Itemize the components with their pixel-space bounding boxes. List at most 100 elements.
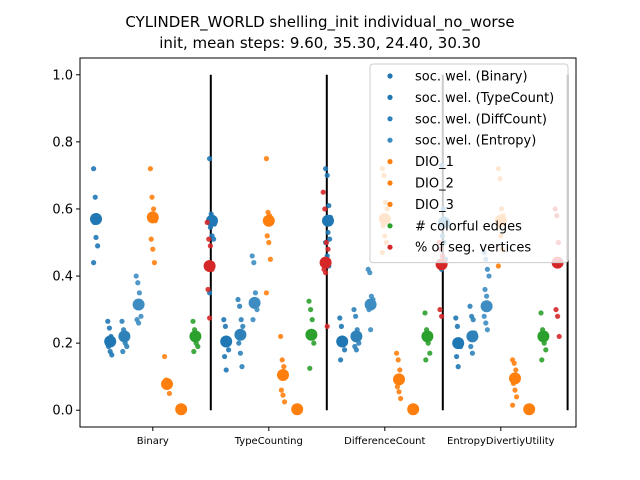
legend-entry-label: # colorful edges — [415, 219, 522, 234]
data-point — [308, 306, 314, 313]
data-point — [149, 194, 155, 200]
data-point — [106, 325, 112, 331]
legend-box — [369, 63, 569, 264]
data-point — [484, 327, 490, 333]
data-point — [543, 347, 549, 353]
x-tick-label: DifferenceCount — [344, 436, 425, 447]
data-point — [394, 384, 400, 390]
legend-entry-label: soc. wel. (DiffCount) — [415, 112, 547, 127]
data-point — [495, 263, 501, 269]
data-point — [323, 239, 329, 246]
mean-marker — [161, 378, 173, 391]
data-point — [92, 194, 98, 200]
legend-marker — [387, 223, 393, 229]
data-point — [509, 402, 516, 408]
data-point — [324, 172, 330, 179]
data-point — [237, 350, 243, 356]
data-point — [454, 353, 460, 360]
data-point — [351, 306, 357, 313]
axes-frame — [79, 57, 577, 428]
data-point — [512, 387, 518, 393]
data-point — [338, 323, 344, 329]
data-point — [207, 156, 213, 162]
data-point — [119, 318, 125, 324]
legend-entry-label: soc. wel. (Entropy) — [415, 134, 536, 149]
data-point — [221, 317, 227, 323]
data-point — [468, 343, 474, 350]
data-point — [337, 315, 343, 321]
data-point — [280, 392, 286, 398]
chart-title-line-1: CYLINDER_WORLD shelling_init individual_… — [125, 13, 514, 32]
legend-entry-label: DIO_1 — [415, 155, 454, 170]
mean-marker — [452, 337, 465, 350]
data-point — [279, 357, 285, 363]
y-tick-label: 0.8 — [52, 135, 73, 150]
data-point — [397, 367, 403, 373]
data-point — [338, 357, 344, 363]
data-point — [422, 310, 428, 316]
data-point — [166, 390, 172, 397]
data-point — [323, 270, 329, 276]
data-point — [204, 219, 210, 225]
data-point — [484, 266, 490, 272]
mean-marker — [90, 213, 102, 226]
data-point — [368, 327, 374, 333]
data-point — [120, 348, 126, 355]
data-point — [266, 239, 272, 246]
mean-marker — [319, 256, 332, 269]
data-point — [95, 243, 101, 249]
data-point — [439, 313, 445, 319]
data-point — [513, 367, 519, 373]
mean-marker — [350, 330, 363, 343]
legend-marker — [387, 137, 393, 143]
x-tick-label: EntropyDivertiyUtility — [447, 436, 555, 447]
data-point — [423, 357, 429, 363]
data-point — [394, 350, 400, 356]
data-point — [93, 234, 99, 241]
data-point — [325, 246, 331, 252]
legend-entry-label: DIO_3 — [415, 198, 454, 213]
y-tick-label: 0.2 — [52, 337, 73, 352]
data-point — [91, 260, 97, 266]
data-point — [138, 313, 144, 319]
data-point — [148, 236, 154, 242]
data-point — [486, 273, 492, 279]
data-point — [124, 343, 130, 350]
data-point — [240, 323, 246, 329]
legend-marker — [387, 159, 393, 165]
data-point — [437, 306, 443, 313]
data-point — [136, 290, 142, 296]
mean-marker — [291, 403, 304, 416]
legend-marker — [387, 244, 393, 250]
mean-marker — [248, 296, 261, 309]
data-point — [469, 350, 475, 356]
data-point — [150, 246, 156, 252]
x-tick-label: TypeCounting — [234, 436, 303, 447]
data-point — [396, 389, 402, 395]
data-point — [395, 357, 401, 363]
data-point — [327, 236, 333, 242]
data-point — [325, 229, 331, 236]
legend-marker — [387, 180, 393, 186]
data-point — [226, 347, 232, 353]
data-point — [483, 320, 489, 326]
x-tick-label: Binary — [137, 436, 169, 447]
mean-marker — [393, 373, 405, 386]
data-point — [238, 317, 244, 323]
mean-marker — [421, 330, 434, 343]
data-point — [481, 313, 487, 319]
data-point — [311, 340, 317, 346]
data-point — [151, 206, 157, 212]
mean-marker — [104, 335, 117, 348]
data-point — [278, 387, 284, 393]
mean-marker — [407, 403, 420, 416]
data-point — [367, 270, 373, 276]
y-tick-label: 0.6 — [52, 202, 73, 217]
data-point — [353, 347, 359, 353]
data-point — [222, 323, 228, 329]
data-point — [236, 340, 242, 346]
data-point — [109, 352, 115, 358]
data-point — [267, 256, 273, 262]
mean-marker — [277, 369, 289, 382]
data-point — [307, 365, 313, 371]
